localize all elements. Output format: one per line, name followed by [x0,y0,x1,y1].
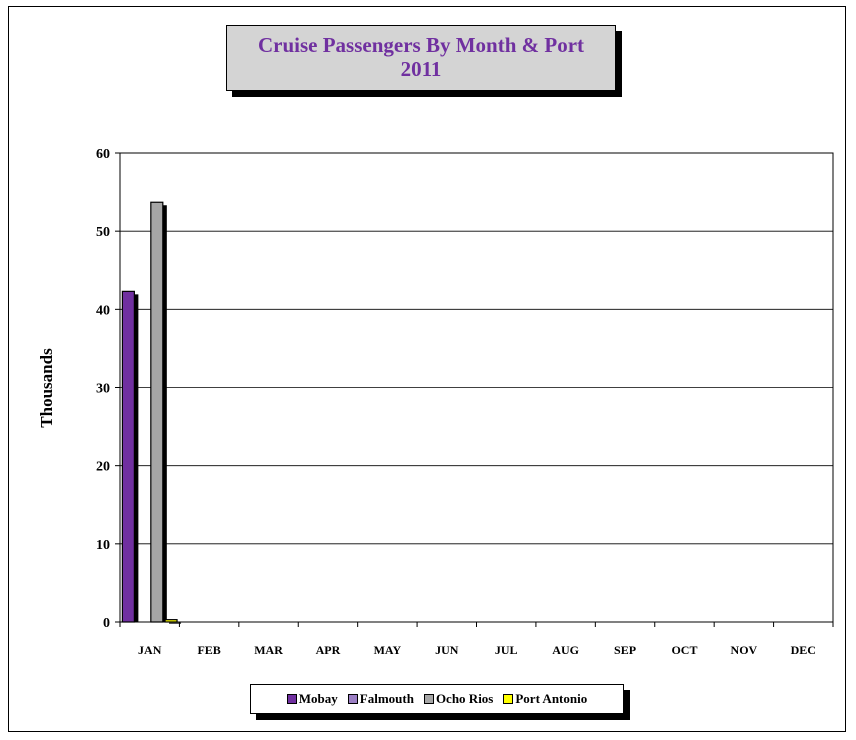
x-tick-label: SEP [614,643,636,657]
y-tick-label: 40 [96,303,110,318]
chart-title: Cruise Passengers By Month & Port 2011 [226,25,616,91]
legend-label: Falmouth [359,691,414,706]
x-tick-label: JAN [138,643,162,657]
x-tick-label: NOV [731,643,758,657]
bar-shadow [169,622,182,624]
y-tick-label: 0 [103,616,110,631]
legend-item: Ocho Rios [423,691,494,707]
x-tick-label: JUN [435,643,459,657]
x-tick-label: OCT [671,643,697,657]
y-axis-title: Thousands [37,348,56,428]
legend-swatch [286,694,297,704]
chart-title-line-2: 2011 [400,57,442,81]
bar-mobay [121,290,135,623]
bar-ocho-rios [150,201,164,623]
x-tick-label: AUG [552,643,579,657]
legend-item: Port Antonio [503,691,587,707]
legend-label: Ocho Rios [435,691,494,706]
chart-title-line-1: Cruise Passengers By Month & Port [257,33,585,57]
x-tick-label: DEC [791,643,816,657]
legend-item: Falmouth [347,691,414,707]
chart-frame [8,6,846,732]
legend-item: Mobay [286,691,338,707]
y-tick-label: 50 [96,225,110,240]
x-tick-label: FEB [197,643,220,657]
x-tick-label: MAY [374,643,402,657]
legend: Mobay Falmouth Ocho Rios Port Antonio [250,684,624,714]
legend-label: Mobay [298,691,338,706]
x-tick-label: MAR [254,643,283,657]
x-tick-label: APR [316,643,341,657]
legend-swatch [423,694,434,704]
legend-swatch [503,694,514,704]
y-tick-label: 30 [96,382,110,397]
x-tick-label: JUL [495,643,518,657]
y-tick-label: 60 [96,147,110,162]
y-tick-label: 10 [96,538,110,553]
legend-label: Port Antonio [515,691,588,706]
legend-swatch [347,694,358,704]
bar-port-antonio [164,619,178,623]
y-tick-label: 20 [96,460,110,475]
